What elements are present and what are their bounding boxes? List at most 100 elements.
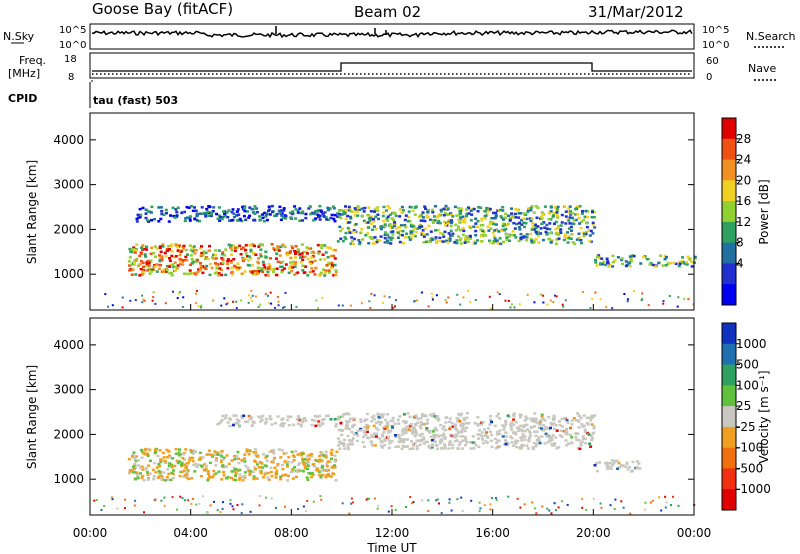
data-cell (458, 239, 462, 242)
data-cell (211, 455, 215, 458)
data-cell (685, 263, 689, 266)
data-cell (224, 273, 228, 277)
data-cell (257, 415, 261, 418)
data-cell (419, 219, 423, 222)
data-cell (591, 221, 595, 225)
data-cell (459, 303, 462, 306)
data-cell (257, 245, 261, 248)
data-cell (626, 298, 629, 301)
data-cell (381, 214, 385, 218)
data-cell (327, 218, 331, 221)
data-cell (532, 441, 536, 445)
data-cell (493, 237, 497, 240)
data-cell (280, 449, 284, 452)
data-cell (220, 450, 224, 453)
data-cell (236, 450, 240, 454)
data-cell (458, 441, 462, 444)
data-cell (595, 264, 599, 267)
data-cell (147, 464, 151, 467)
data-cell (315, 467, 319, 470)
data-cell (409, 237, 413, 240)
data-cell (158, 246, 162, 250)
data-cell (570, 233, 574, 236)
data-cell (285, 463, 289, 466)
data-cell (359, 418, 363, 421)
data-cell (456, 419, 460, 423)
data-cell (474, 229, 478, 233)
data-cell (620, 500, 623, 503)
data-cell (554, 227, 558, 231)
data-cell (223, 254, 226, 257)
data-cell (198, 212, 202, 215)
data-cell (461, 423, 465, 426)
data-cell (592, 425, 596, 428)
data-cell (281, 424, 285, 428)
data-cell (183, 219, 187, 223)
data-cell (345, 421, 349, 424)
data-cell (328, 460, 332, 464)
data-cell (504, 435, 508, 438)
data-cell (590, 423, 594, 426)
data-cell (170, 271, 174, 275)
data-cell (489, 227, 493, 230)
data-cell (547, 212, 551, 215)
data-cell (195, 214, 199, 218)
data-cell (180, 260, 184, 263)
velocity-colorbar-label: Velocity [m s⁻¹] (757, 370, 771, 463)
data-cell (252, 451, 256, 454)
data-cell (653, 265, 657, 268)
data-cell (127, 457, 131, 461)
data-cell (268, 450, 272, 454)
data-cell (472, 446, 476, 450)
data-cell (224, 248, 228, 251)
data-cell (513, 212, 517, 216)
data-cell (405, 445, 409, 448)
data-cell (523, 225, 526, 229)
data-cell (168, 259, 172, 263)
data-cell (431, 211, 435, 214)
data-cell (265, 459, 269, 463)
data-cell (502, 425, 506, 429)
data-cell (525, 234, 529, 238)
data-cell (254, 477, 258, 480)
data-cell (320, 469, 324, 472)
data-cell (456, 293, 459, 296)
data-cell (164, 302, 167, 305)
data-cell (220, 304, 223, 307)
data-cell (356, 214, 360, 217)
data-cell (295, 305, 298, 308)
data-cell (240, 272, 244, 275)
data-cell (280, 270, 284, 274)
data-cell (161, 459, 165, 462)
data-cell (374, 435, 378, 438)
data-cell (548, 227, 552, 231)
data-cell (222, 210, 225, 213)
data-cell (519, 447, 523, 450)
data-cell (409, 232, 413, 236)
data-cell (134, 259, 138, 262)
data-cell (352, 242, 355, 246)
data-cell (419, 426, 423, 430)
data-cell (128, 256, 132, 259)
data-cell (330, 263, 334, 267)
data-cell (530, 426, 534, 429)
data-cell (495, 433, 499, 436)
data-cell (433, 440, 437, 443)
data-cell (455, 214, 459, 217)
data-cell (502, 222, 506, 225)
data-cell (393, 223, 397, 226)
data-cell (194, 450, 198, 453)
data-cell (393, 221, 397, 224)
data-cell (481, 421, 485, 424)
data-cell (599, 262, 603, 265)
data-cell (623, 293, 626, 295)
data-cell (152, 268, 156, 272)
data-cell (535, 438, 539, 442)
data-cell (557, 237, 561, 240)
data-cell (263, 266, 267, 269)
nave-bottom: 0 (706, 72, 712, 83)
data-cell (202, 250, 206, 253)
data-cell (237, 478, 241, 481)
